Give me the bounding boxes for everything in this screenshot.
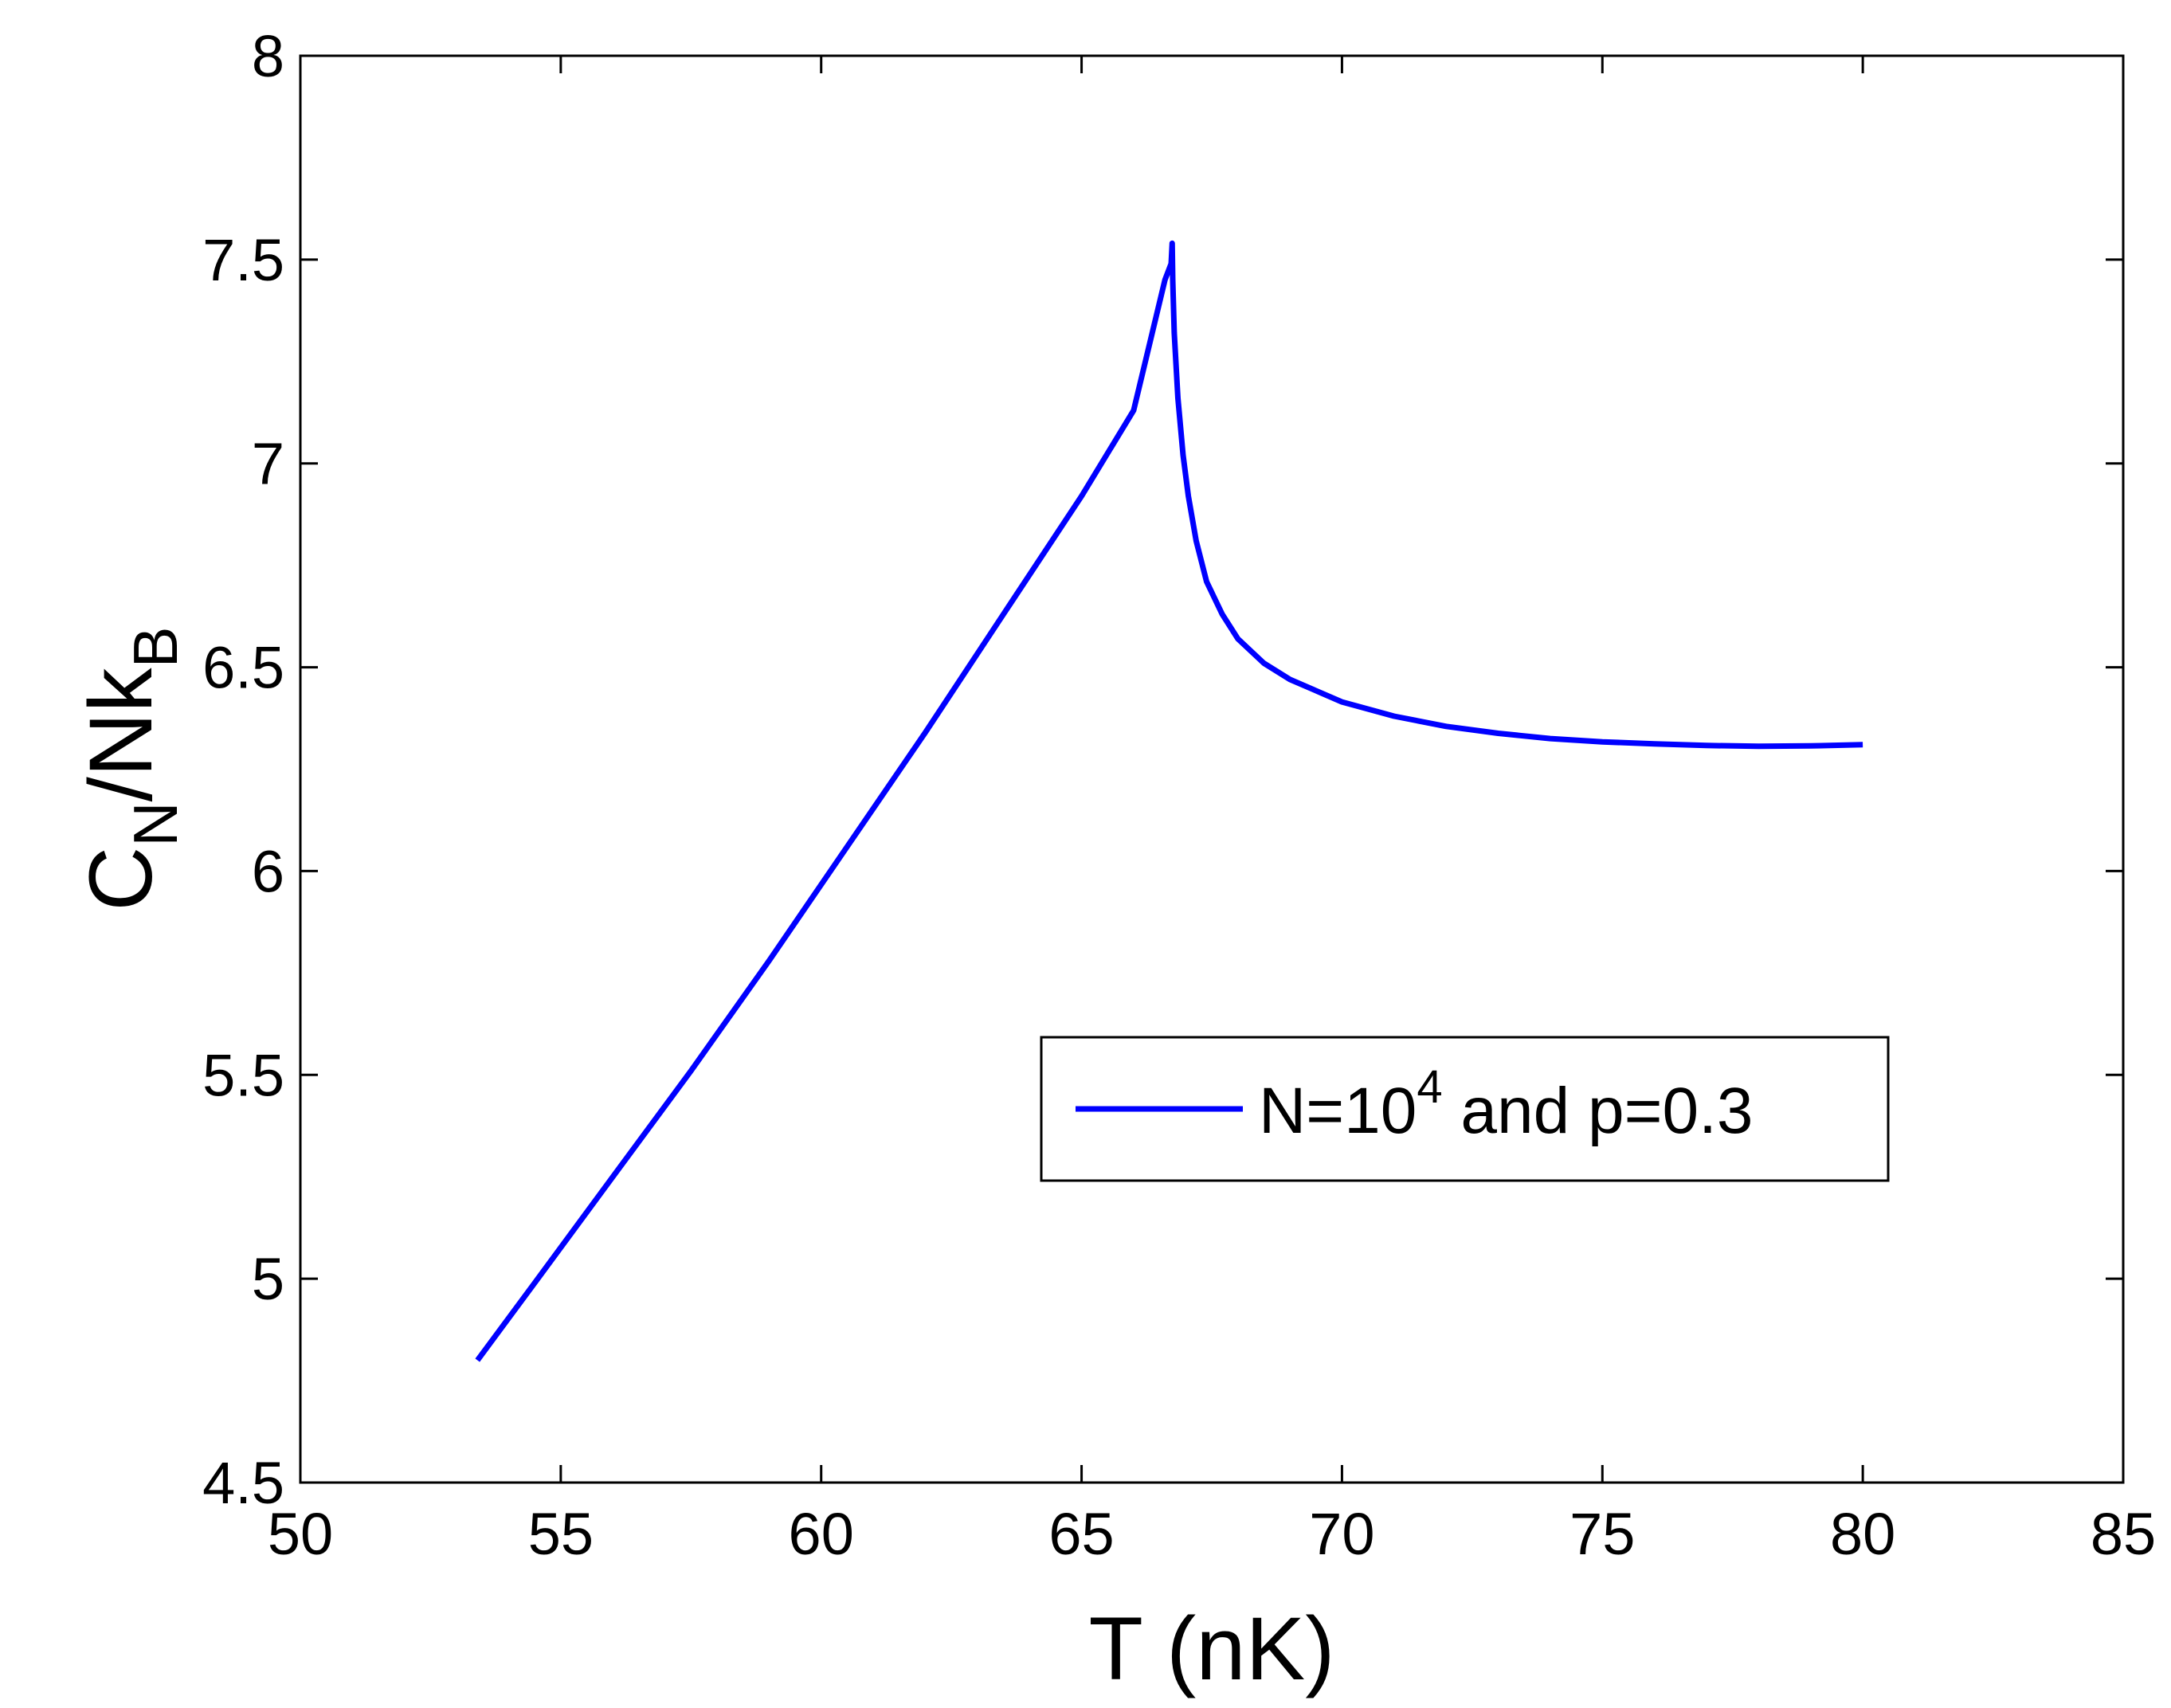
y-tick-label: 7.5	[202, 227, 284, 293]
y-label-main: C	[71, 847, 170, 911]
legend-label: N=104 and p=0.3	[1259, 1061, 1753, 1147]
x-tick-label: 70	[1309, 1501, 1374, 1567]
x-tick-label: 85	[2091, 1501, 2156, 1567]
plot-area-frame	[299, 54, 2125, 1484]
series-line-0	[475, 240, 1863, 1362]
y-label-sub-n: N	[120, 801, 190, 846]
legend-label-sup: 4	[1417, 1061, 1442, 1113]
y-tick-label: 4.5	[202, 1450, 284, 1516]
y-tick-label: 5.5	[202, 1042, 284, 1108]
series-layer	[475, 240, 1863, 1362]
y-tick-label: 6.5	[202, 635, 284, 701]
y-axis-label: CN/NkB	[71, 626, 190, 911]
y-tick-label: 7	[252, 431, 284, 497]
y-tick-label: 5	[252, 1246, 284, 1312]
legend: N=104 and p=0.3	[1040, 1036, 1890, 1182]
x-tick-label: 60	[789, 1501, 854, 1567]
x-tick-label: 65	[1048, 1501, 1114, 1567]
y-tick-label: 6	[252, 838, 284, 904]
x-tick-label: 55	[528, 1501, 594, 1567]
y-tick-label: 8	[252, 23, 284, 89]
x-tick-labels: 50 55 60 65 70 75 80 85	[268, 1501, 2156, 1567]
legend-label-prefix: N=10	[1259, 1075, 1417, 1147]
x-tick-label: 50	[268, 1501, 333, 1567]
x-tick-label: 80	[1830, 1501, 1895, 1567]
y-label-sub-b: B	[120, 626, 190, 668]
y-tick-labels: 4.5 5 5.5 6 6.5 7 7.5 8	[202, 23, 284, 1516]
legend-label-suffix: and p=0.3	[1443, 1075, 1754, 1147]
y-label-mid: /Nk	[71, 667, 170, 801]
x-tick-label: 75	[1569, 1501, 1635, 1567]
x-axis-label: T (nK)	[1088, 1599, 1334, 1698]
